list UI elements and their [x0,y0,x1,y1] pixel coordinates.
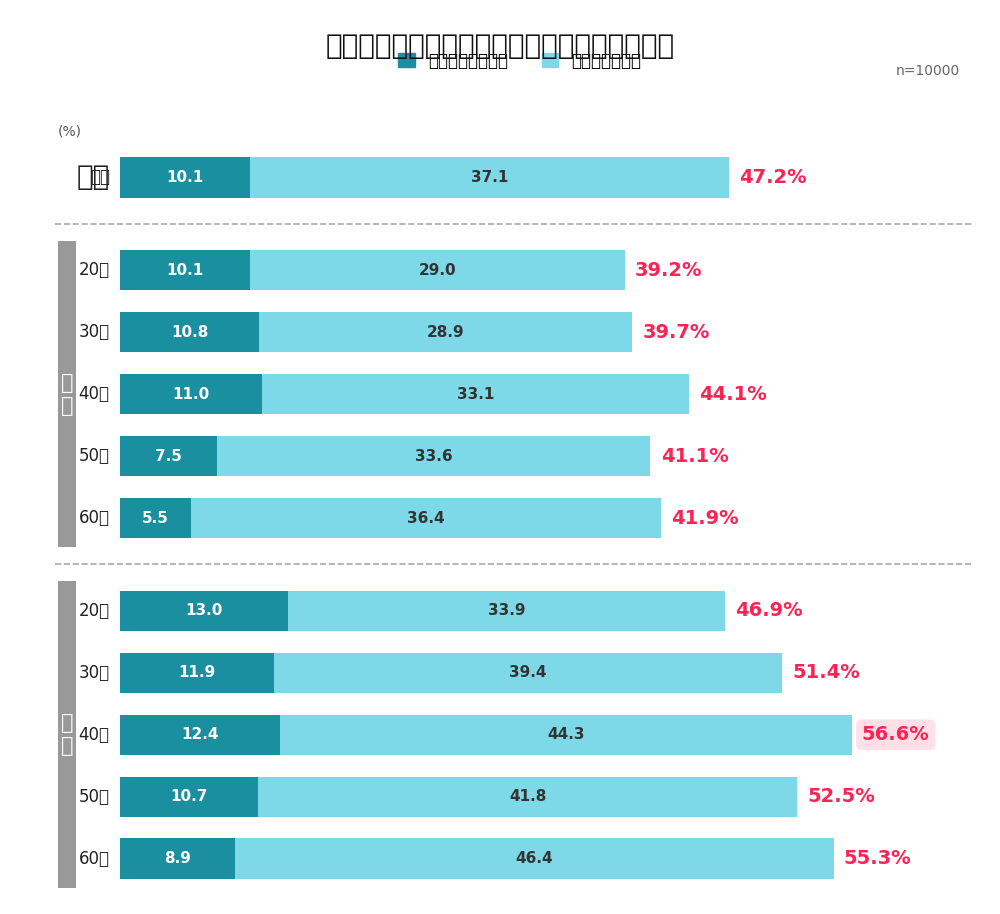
Bar [120,250,250,291]
Bar [235,838,834,878]
Text: 33.1: 33.1 [457,387,494,401]
Text: 50代: 50代 [79,788,110,805]
Bar [280,715,852,755]
Text: 60代: 60代 [79,850,110,867]
Text: 5.5: 5.5 [142,511,169,526]
Bar [258,777,797,817]
Bar [120,313,259,353]
FancyBboxPatch shape [58,581,76,888]
Text: 33.9: 33.9 [488,603,525,619]
Bar [120,590,288,631]
Text: 健康のために何かするなら、効率性を重視する: 健康のために何かするなら、効率性を重視する [325,32,675,60]
FancyBboxPatch shape [58,241,76,547]
Text: 10.8: 10.8 [171,324,208,340]
Text: 20代: 20代 [79,261,110,280]
Text: 36.4: 36.4 [407,511,445,526]
Text: (%): (%) [58,125,82,139]
Text: 13.0: 13.0 [185,603,223,619]
Bar [120,157,250,197]
Text: 29.0: 29.0 [419,263,456,278]
Text: 44.3: 44.3 [547,728,585,742]
Text: 30代: 30代 [79,324,110,341]
Text: 50代: 50代 [79,447,110,465]
Bar [120,653,274,693]
Bar [274,653,782,693]
Text: 39.7%: 39.7% [643,323,710,342]
Text: 男
性: 男 性 [61,373,73,416]
Text: 39.4: 39.4 [509,665,546,680]
Bar [250,157,729,197]
Text: 52.5%: 52.5% [808,787,875,806]
Bar [120,838,235,878]
Text: 30代: 30代 [79,664,110,682]
Text: 10.1: 10.1 [167,170,204,185]
Bar [288,590,725,631]
Text: 44.1%: 44.1% [699,385,767,404]
Text: 46.4: 46.4 [515,851,553,866]
Text: 8.9: 8.9 [164,851,191,866]
Text: 10.1: 10.1 [167,263,204,278]
Bar [120,498,191,538]
Text: 41.9%: 41.9% [671,508,739,527]
Legend: 非常にあてはまる, ややあてはまる: 非常にあてはまる, ややあてはまる [398,52,642,69]
Bar [191,498,661,538]
Bar [120,436,217,476]
Text: n=10000: n=10000 [896,64,960,78]
Bar [120,715,280,755]
Text: 20代: 20代 [79,602,110,620]
Text: 10.7: 10.7 [170,789,208,804]
Text: 11.0: 11.0 [172,387,210,401]
Text: 60代: 60代 [79,509,110,527]
Bar [217,436,650,476]
Bar [259,313,632,353]
Bar [250,250,625,291]
Bar [120,777,258,817]
Text: 28.9: 28.9 [427,324,465,340]
Bar [262,374,689,414]
Text: 12.4: 12.4 [181,728,219,742]
Text: 47.2%: 47.2% [739,168,807,187]
Text: 40代: 40代 [79,726,110,744]
Bar [120,374,262,414]
Text: 55.3%: 55.3% [844,849,911,868]
Text: 女
性: 女 性 [61,713,73,757]
Text: 33.6: 33.6 [415,449,452,463]
Text: 41.1%: 41.1% [661,447,728,465]
Text: 37.1: 37.1 [471,170,508,185]
Text: 全体: 全体 [76,164,110,192]
Text: 11.9: 11.9 [178,665,215,680]
Text: 41.8: 41.8 [509,789,546,804]
Text: 40代: 40代 [79,385,110,403]
Text: 46.9%: 46.9% [735,601,803,621]
Text: 全体: 全体 [90,168,110,186]
Text: 39.2%: 39.2% [635,260,702,280]
Text: 51.4%: 51.4% [792,664,860,683]
Text: 56.6%: 56.6% [862,725,930,744]
Text: 7.5: 7.5 [155,449,182,463]
